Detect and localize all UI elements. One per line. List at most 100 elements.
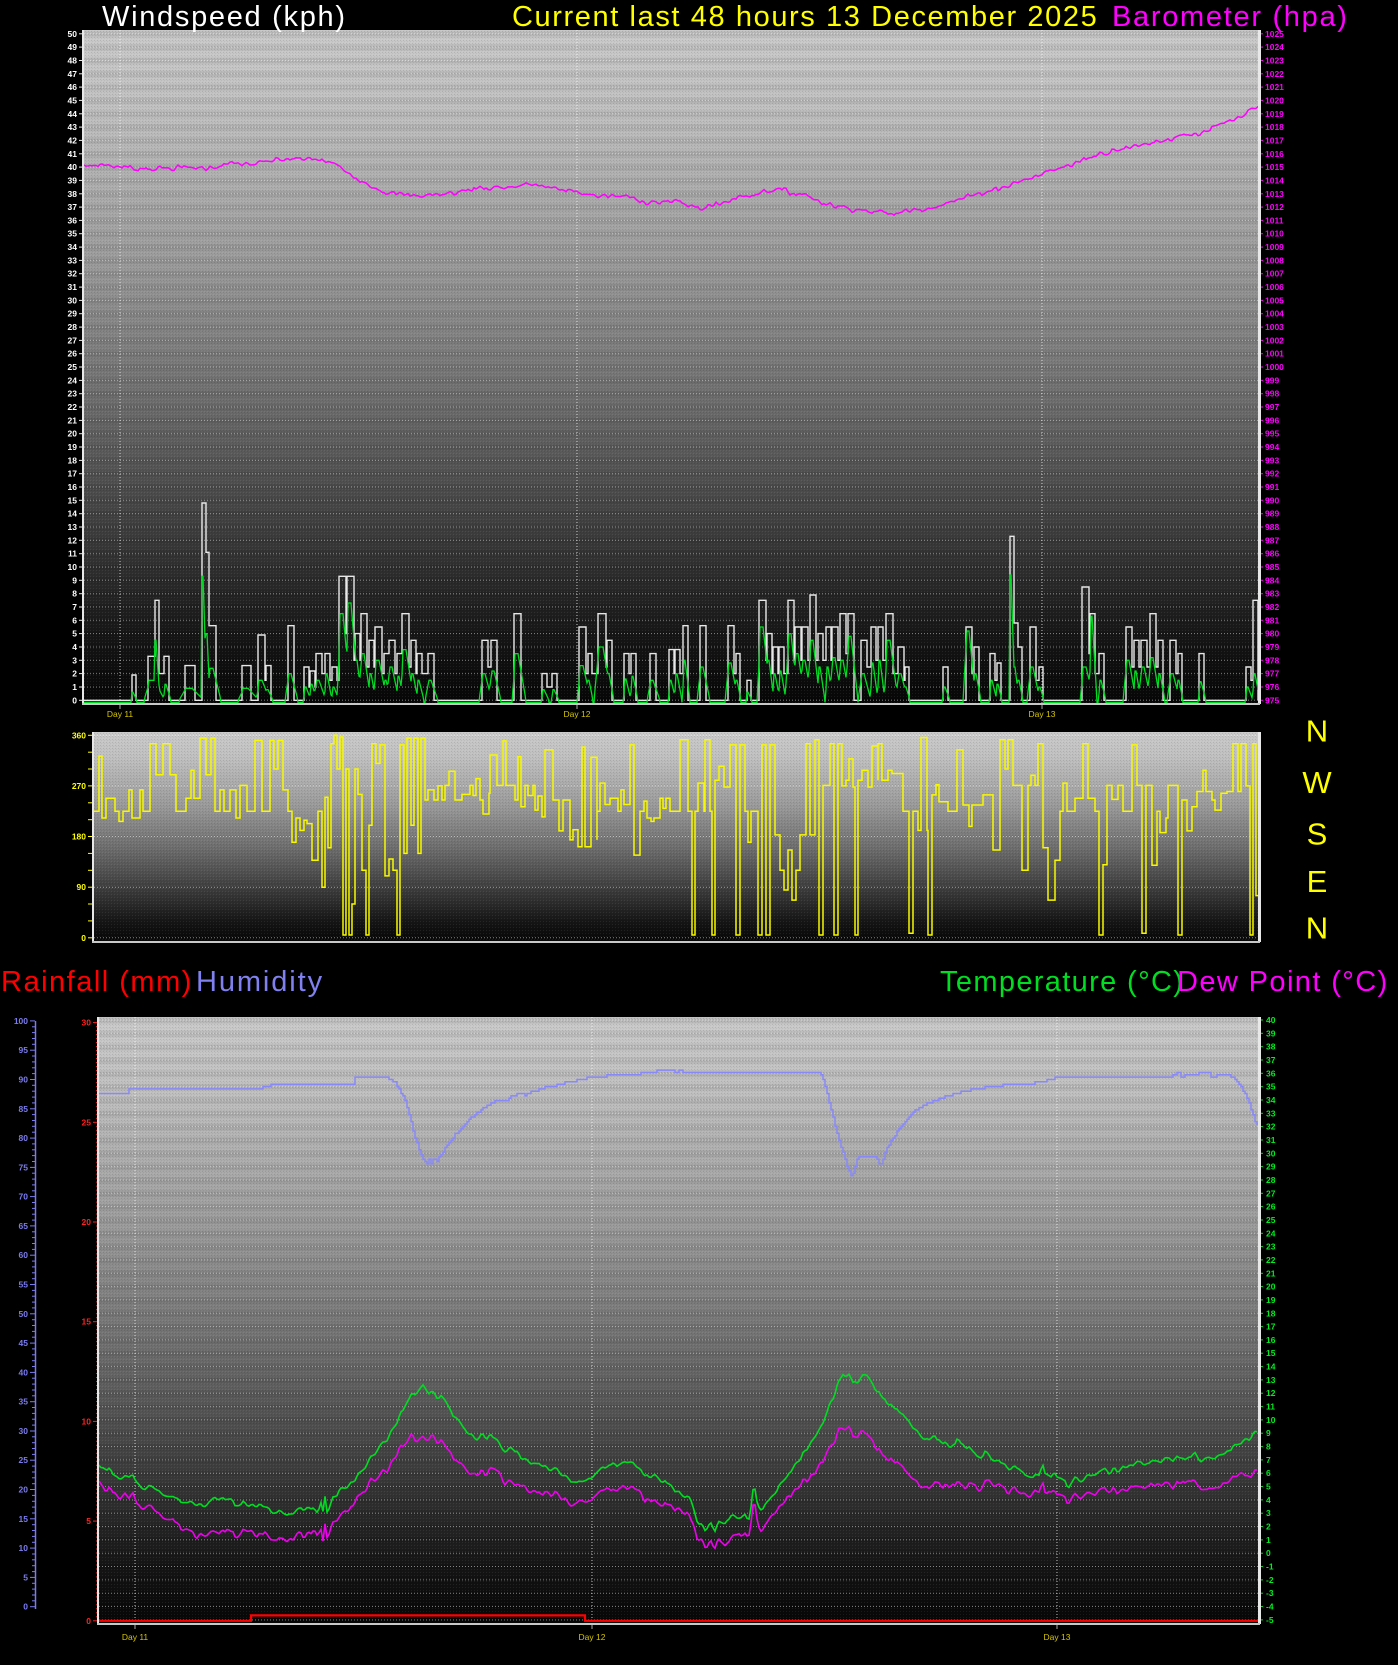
svg-text:85: 85 — [19, 1104, 29, 1114]
svg-text:10: 10 — [19, 1543, 29, 1553]
svg-text:9: 9 — [1266, 1428, 1271, 1438]
svg-text:40: 40 — [68, 162, 78, 172]
svg-text:33: 33 — [1266, 1108, 1276, 1118]
svg-text:1013: 1013 — [1265, 189, 1284, 199]
svg-text:1014: 1014 — [1265, 175, 1284, 185]
svg-text:13: 13 — [1266, 1375, 1276, 1385]
svg-text:1003: 1003 — [1265, 322, 1284, 332]
svg-text:980: 980 — [1265, 629, 1279, 639]
svg-text:E: E — [1307, 864, 1328, 899]
svg-text:30: 30 — [82, 1018, 92, 1028]
svg-text:1019: 1019 — [1265, 109, 1284, 119]
svg-text:48: 48 — [68, 56, 78, 66]
svg-text:35: 35 — [1266, 1082, 1276, 1092]
svg-text:31: 31 — [68, 282, 78, 292]
svg-text:18: 18 — [1266, 1308, 1276, 1318]
svg-text:0: 0 — [86, 1616, 91, 1626]
svg-text:12: 12 — [68, 535, 78, 545]
svg-text:100: 100 — [14, 1016, 28, 1026]
svg-text:45: 45 — [19, 1338, 29, 1348]
svg-text:1011: 1011 — [1265, 215, 1284, 225]
svg-text:1005: 1005 — [1265, 295, 1284, 305]
svg-text:10: 10 — [68, 562, 78, 572]
svg-text:-2: -2 — [1266, 1575, 1274, 1585]
svg-text:34: 34 — [1266, 1095, 1276, 1105]
svg-text:28: 28 — [1266, 1175, 1276, 1185]
svg-text:37: 37 — [1266, 1055, 1276, 1065]
svg-text:31: 31 — [1266, 1135, 1276, 1145]
svg-text:985: 985 — [1265, 562, 1279, 572]
svg-text:Day 11: Day 11 — [107, 709, 134, 719]
svg-text:1008: 1008 — [1265, 255, 1284, 265]
svg-text:15: 15 — [68, 495, 78, 505]
svg-text:32: 32 — [68, 269, 78, 279]
svg-text:1015: 1015 — [1265, 162, 1284, 172]
svg-text:1006: 1006 — [1265, 282, 1284, 292]
svg-text:979: 979 — [1265, 642, 1279, 652]
svg-text:N: N — [1306, 911, 1328, 946]
svg-text:998: 998 — [1265, 389, 1279, 399]
svg-text:0: 0 — [81, 933, 86, 943]
svg-text:Day 11: Day 11 — [122, 1632, 149, 1642]
svg-text:25: 25 — [68, 362, 78, 372]
svg-text:39: 39 — [1266, 1028, 1276, 1038]
svg-text:S: S — [1307, 817, 1328, 852]
svg-text:5: 5 — [23, 1572, 28, 1582]
svg-text:983: 983 — [1265, 589, 1279, 599]
svg-text:1022: 1022 — [1265, 69, 1284, 79]
svg-text:33: 33 — [68, 255, 78, 265]
svg-text:981: 981 — [1265, 615, 1279, 625]
svg-text:1024: 1024 — [1265, 42, 1284, 52]
svg-text:45: 45 — [68, 95, 78, 105]
svg-text:15: 15 — [1266, 1348, 1276, 1358]
svg-text:49: 49 — [68, 42, 78, 52]
svg-text:1017: 1017 — [1265, 135, 1284, 145]
svg-text:-5: -5 — [1266, 1615, 1274, 1625]
svg-text:9: 9 — [72, 575, 77, 585]
svg-text:360: 360 — [72, 730, 86, 740]
svg-text:17: 17 — [68, 469, 78, 479]
svg-text:3: 3 — [1266, 1508, 1271, 1518]
svg-text:994: 994 — [1265, 442, 1279, 452]
svg-text:992: 992 — [1265, 469, 1279, 479]
svg-text:20: 20 — [1266, 1282, 1276, 1292]
svg-text:40: 40 — [1266, 1015, 1276, 1025]
svg-text:4: 4 — [72, 642, 77, 652]
svg-text:5: 5 — [72, 629, 77, 639]
svg-text:26: 26 — [1266, 1202, 1276, 1212]
svg-text:1000: 1000 — [1265, 362, 1284, 372]
svg-text:20: 20 — [19, 1485, 29, 1495]
svg-text:46: 46 — [68, 82, 78, 92]
svg-text:1025: 1025 — [1265, 29, 1284, 39]
svg-text:36: 36 — [1266, 1068, 1276, 1078]
svg-text:8: 8 — [72, 589, 77, 599]
svg-text:997: 997 — [1265, 402, 1279, 412]
svg-text:30: 30 — [19, 1426, 29, 1436]
svg-text:21: 21 — [68, 415, 78, 425]
svg-text:20: 20 — [82, 1217, 92, 1227]
svg-text:1016: 1016 — [1265, 149, 1284, 159]
svg-text:17: 17 — [1266, 1322, 1276, 1332]
svg-text:38: 38 — [68, 189, 78, 199]
svg-text:986: 986 — [1265, 549, 1279, 559]
svg-text:N: N — [1306, 714, 1328, 749]
svg-text:976: 976 — [1265, 682, 1279, 692]
svg-text:34: 34 — [68, 242, 78, 252]
svg-text:Day 12: Day 12 — [564, 709, 591, 719]
svg-text:1009: 1009 — [1265, 242, 1284, 252]
svg-text:989: 989 — [1265, 509, 1279, 519]
svg-text:55: 55 — [19, 1280, 29, 1290]
svg-text:1010: 1010 — [1265, 229, 1284, 239]
svg-text:42: 42 — [68, 135, 78, 145]
svg-text:70: 70 — [19, 1192, 29, 1202]
svg-text:95: 95 — [19, 1045, 29, 1055]
svg-text:24: 24 — [1266, 1228, 1276, 1238]
svg-text:35: 35 — [19, 1397, 29, 1407]
svg-text:1: 1 — [1266, 1535, 1271, 1545]
svg-text:27: 27 — [1266, 1188, 1276, 1198]
svg-text:8: 8 — [1266, 1442, 1271, 1452]
svg-text:80: 80 — [19, 1133, 29, 1143]
svg-text:5: 5 — [86, 1516, 91, 1526]
svg-text:4: 4 — [1266, 1495, 1271, 1505]
svg-text:Temperature (°C): Temperature (°C) — [940, 966, 1184, 998]
